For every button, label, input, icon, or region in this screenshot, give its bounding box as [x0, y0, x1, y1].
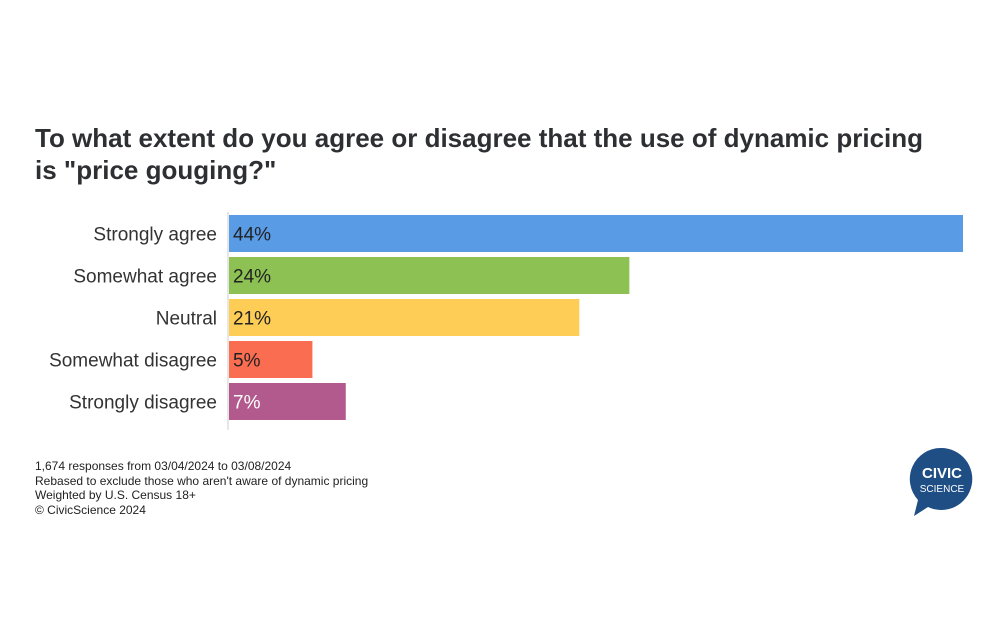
bar-0 — [229, 215, 963, 252]
footnotes: 1,674 responses from 03/04/2024 to 03/08… — [35, 459, 368, 517]
civicscience-logo: CIVIC SCIENCE — [909, 447, 973, 516]
category-label-4: Strongly disagree — [69, 393, 217, 414]
data-label-1: 24% — [233, 267, 271, 288]
data-label-2: 21% — [233, 309, 271, 330]
category-label-1: Somewhat agree — [73, 267, 217, 288]
svg-text:SCIENCE: SCIENCE — [920, 484, 965, 495]
data-label-0: 44% — [233, 225, 271, 246]
bar-2 — [229, 299, 580, 336]
data-label-4: 7% — [233, 393, 261, 414]
category-label-3: Somewhat disagree — [49, 351, 217, 372]
bar-1 — [229, 257, 630, 294]
bar-4 — [229, 383, 346, 420]
svg-text:CIVIC: CIVIC — [922, 465, 962, 482]
footnote-weighted: Weighted by U.S. Census 18+ — [35, 488, 196, 502]
data-label-3: 5% — [233, 351, 261, 372]
chart-title: To what extent do you agree or disagree … — [35, 123, 924, 185]
footnote-copyright: © CivicScience 2024 — [35, 502, 146, 517]
footnote-responses: 1,674 responses from 03/04/2024 to 03/08… — [35, 459, 292, 473]
category-label-2: Neutral — [156, 309, 217, 330]
footnote-rebased: Rebased to exclude those who aren't awar… — [35, 473, 369, 488]
bar-3 — [229, 341, 313, 378]
category-label-0: Strongly agree — [93, 225, 217, 246]
